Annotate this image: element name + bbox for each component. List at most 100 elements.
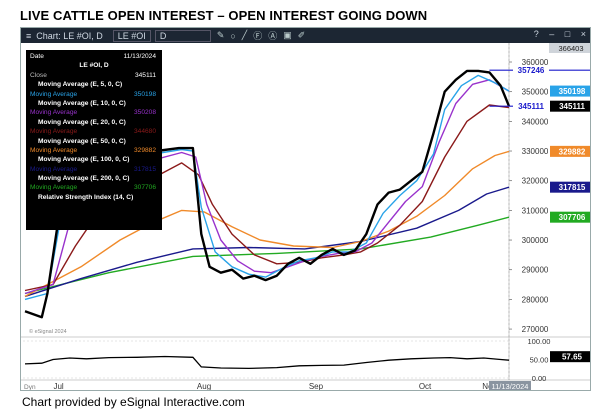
legend-row-label: Moving Average (E, 200, 0, C): [38, 175, 130, 183]
chart-window: ≡ Chart: LE #OI, D LE #OI D ✎ ○ ╱ Ⓕ Ⓐ ▣ …: [20, 27, 591, 391]
legend-row-value: 350208: [133, 109, 156, 117]
y-tick-label: 330000: [522, 147, 549, 156]
draw-circle-icon[interactable]: ○: [230, 30, 236, 41]
y-tick-label: 350000: [522, 88, 549, 97]
legend-row-label: Moving Average (E, 20, 0, C): [38, 118, 126, 126]
draw-line-icon[interactable]: ╱: [241, 30, 248, 40]
legend-row: Moving Average 350208: [30, 108, 158, 117]
price-tag-box: [550, 100, 590, 112]
legend-date-label: Date: [30, 53, 44, 60]
price-tag-box-label: 317815: [559, 183, 586, 192]
rsi-tick-label: 100.00: [528, 337, 551, 346]
legend-row-label: Moving Average (E, 5, 0, C): [38, 81, 123, 89]
legend-date-value: 11/13/2024: [123, 53, 156, 60]
legend-row-label: Moving Average: [30, 146, 78, 154]
x-month-label: Jul: [53, 382, 63, 391]
series-line-ema200: [24, 216, 510, 295]
maximize-button[interactable]: □: [564, 29, 571, 39]
y-tick-label: 340000: [522, 117, 549, 126]
legend-row: Moving Average 344680: [30, 127, 158, 136]
price-tag-box-label: 345111: [559, 102, 585, 111]
chart-toolbar: ≡ Chart: LE #OI, D LE #OI D ✎ ○ ╱ Ⓕ Ⓐ ▣ …: [21, 28, 590, 43]
legend-row-label: Moving Average: [30, 90, 78, 98]
legend-row: Moving Average 350198: [30, 90, 158, 99]
legend-row-label: Moving Average: [30, 184, 78, 192]
price-tag-box: [550, 145, 590, 157]
price-tag-label: 345111: [518, 102, 544, 111]
x-month-label: Sep: [309, 382, 324, 391]
chart-window-label: Chart: LE #OI, D: [36, 30, 103, 41]
rsi-tick-label: 0.00: [532, 374, 547, 383]
data-window: Date 11/13/2024 LE #OI, D Close 345111 M…: [26, 50, 162, 230]
edit-icon[interactable]: ✐: [297, 30, 306, 40]
price-tag-label: 357246: [518, 66, 545, 75]
fibonacci-icon[interactable]: Ⓕ: [253, 31, 263, 41]
y-tick-label: 290000: [522, 266, 549, 275]
series-line-ema100: [24, 186, 510, 298]
chart-title: LIVE CATTLE OPEN INTEREST – OPEN INTERES…: [20, 8, 428, 23]
rsi-value-box: [550, 351, 590, 363]
legend-close-row: Close 345111: [30, 71, 158, 80]
x-highlight-label: 11/13/2024: [492, 382, 529, 391]
dyn-label: Dyn: [24, 384, 36, 391]
y-tick-label: 320000: [522, 177, 549, 186]
legend-row: Moving Average (E, 20, 0, C): [30, 118, 158, 127]
y-tick-label: 270000: [522, 325, 549, 334]
legend-row-label: Moving Average: [30, 128, 78, 136]
chart-plot[interactable]: 270000 280000 290000 300000 310000 320000 3300…: [21, 28, 591, 391]
legend-date-row: Date 11/13/2024: [30, 52, 158, 61]
x-highlight-box: [489, 381, 531, 390]
rsi-line: [24, 355, 510, 370]
text-tool-icon[interactable]: Ⓐ: [268, 31, 278, 41]
legend-row-label: Moving Average (E, 10, 0, C): [38, 99, 126, 107]
help-button[interactable]: ?: [533, 29, 539, 39]
legend-row: Moving Average (E, 5, 0, C): [30, 80, 158, 89]
y-top-label: 366403: [558, 44, 583, 53]
legend-row-value: 307706: [133, 184, 156, 192]
legend-row: Moving Average (E, 50, 0, C): [30, 137, 158, 146]
legend-row: Relative Strength Index (14, C): [30, 193, 158, 202]
y-top-label-box: [549, 43, 590, 53]
close-button[interactable]: ×: [580, 29, 586, 39]
legend-row-label: Moving Average: [30, 109, 78, 117]
legend-row-value: 344680: [133, 128, 156, 136]
price-tag-box: [550, 211, 590, 223]
legend-row-label: Moving Average: [30, 165, 78, 173]
rsi-tick-label: 50.00: [530, 356, 549, 365]
legend-row-value: 350198: [133, 90, 156, 98]
interval-select[interactable]: D: [154, 29, 211, 42]
draw-pencil-icon[interactable]: ✎: [216, 30, 225, 40]
legend-row-label: Moving Average (E, 100, 0, C): [38, 156, 130, 164]
legend-row-label: Relative Strength Index (14, C): [38, 193, 134, 201]
image-icon[interactable]: ▣: [283, 30, 292, 40]
legend-close-value: 345111: [134, 71, 156, 79]
x-month-label: Aug: [197, 382, 211, 391]
price-tag-box: [550, 181, 590, 193]
legend-row: Moving Average (E, 100, 0, C): [30, 155, 158, 164]
y-tick-label: 280000: [522, 295, 549, 304]
legend-row: Moving Average 329882: [30, 146, 158, 155]
price-tag-box-label: 350198: [559, 87, 586, 96]
chart-caption: Chart provided by eSignal Interactive.co…: [22, 395, 245, 409]
price-tag-box-label: 307706: [559, 213, 586, 222]
legend-symbol-row: LE #OI, D: [79, 62, 109, 70]
x-month-label: Oct: [419, 382, 432, 391]
legend-row: Moving Average 317815: [30, 165, 158, 174]
symbol-input[interactable]: LE #OI: [112, 29, 151, 42]
legend-row: Moving Average (E, 200, 0, C): [30, 174, 158, 183]
legend-row: Moving Average 307706: [30, 183, 158, 192]
chart-menu-icon[interactable]: ≡: [26, 30, 32, 41]
y-tick-label: 360000: [522, 58, 549, 67]
legend-close-label: Close: [30, 71, 47, 79]
y-tick-label: 300000: [522, 236, 549, 245]
watermark-text: © eSignal 2024: [29, 328, 67, 335]
legend-row-label: Moving Average (E, 50, 0, C): [38, 137, 126, 145]
legend-row-value: 329882: [133, 146, 156, 154]
legend-row: Moving Average (E, 10, 0, C): [30, 99, 158, 108]
legend-row-value: 317815: [133, 165, 156, 173]
minimize-button[interactable]: –: [549, 29, 555, 39]
price-tag-box: [550, 85, 590, 97]
price-tag-box-label: 329882: [559, 147, 586, 156]
y-tick-label: 310000: [522, 206, 549, 215]
rsi-value-label: 57.65: [562, 353, 583, 362]
